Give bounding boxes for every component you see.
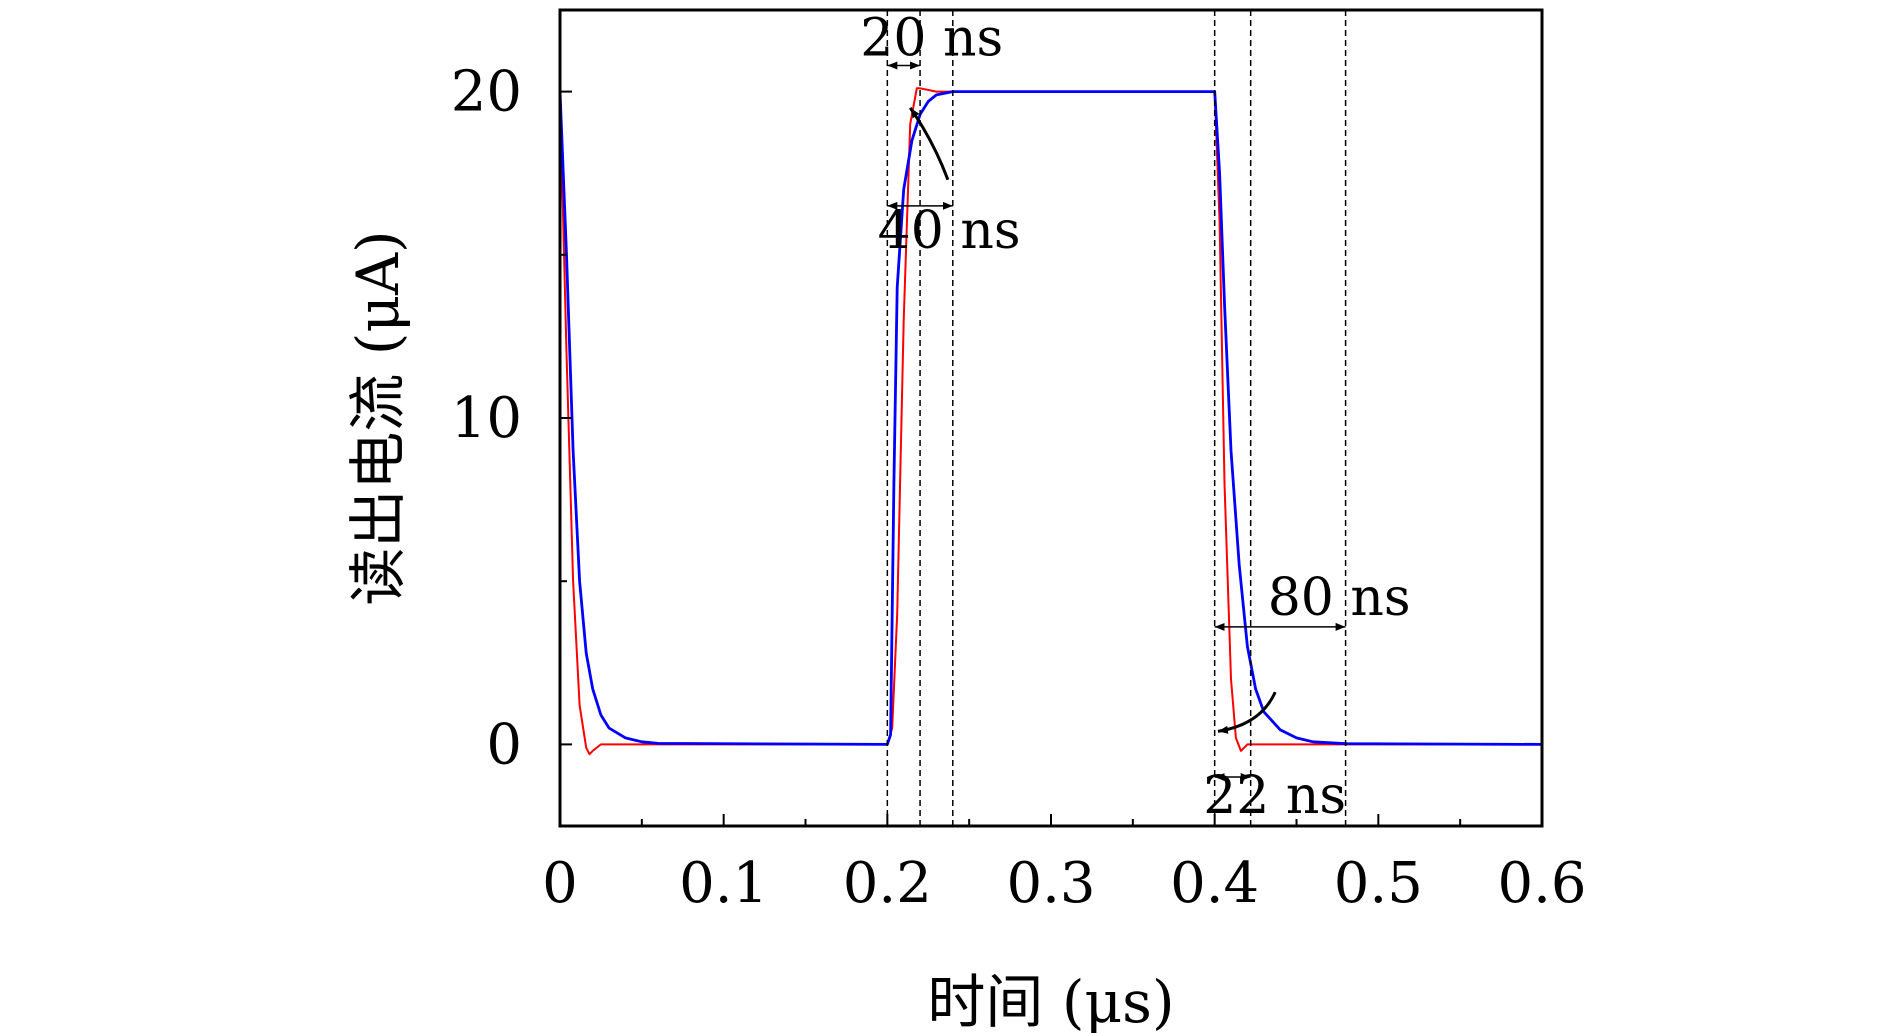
y-axis-title: 读出电流 (μA) [344, 230, 412, 605]
tick-marks [559, 90, 1543, 826]
guide-lines [886, 10, 1347, 826]
x-tick-label: 0.6 [1497, 851, 1586, 916]
x-tick-label: 0.2 [843, 851, 932, 916]
series-line-2 [558, 90, 1543, 746]
pointer-arrow [909, 107, 950, 181]
x-tick-label: 0 [542, 851, 578, 916]
x-tick-label: 0.4 [1170, 851, 1259, 916]
annotations: 20 ns 40 ns 80 ns 22 ns [860, 8, 1410, 826]
x-tick-label: 0.3 [1006, 851, 1095, 916]
x-tick-label: 0.5 [1334, 851, 1423, 916]
pointer-arrow [1217, 691, 1277, 734]
series-layer [558, 87, 1543, 756]
annotation-label: 20 ns [860, 8, 1003, 68]
x-tick-labels: 0 0.1 0.2 0.3 0.4 0.5 0.6 [542, 851, 1586, 916]
x-tick-label: 0.1 [679, 851, 768, 916]
y-tick-label: 10 [451, 386, 522, 451]
y-tick-label: 20 [451, 60, 522, 125]
y-tick-labels: 0 10 20 [451, 60, 522, 778]
x-axis-title: 时间 (μs) [927, 968, 1174, 1033]
y-tick-label: 0 [486, 712, 522, 777]
annotation-label: 80 ns [1268, 568, 1411, 628]
annotation-label: 40 ns [878, 201, 1021, 261]
annotation-label: 22 ns [1203, 766, 1346, 826]
plot-frame [558, 8, 1544, 828]
series-line-1 [559, 87, 1542, 756]
